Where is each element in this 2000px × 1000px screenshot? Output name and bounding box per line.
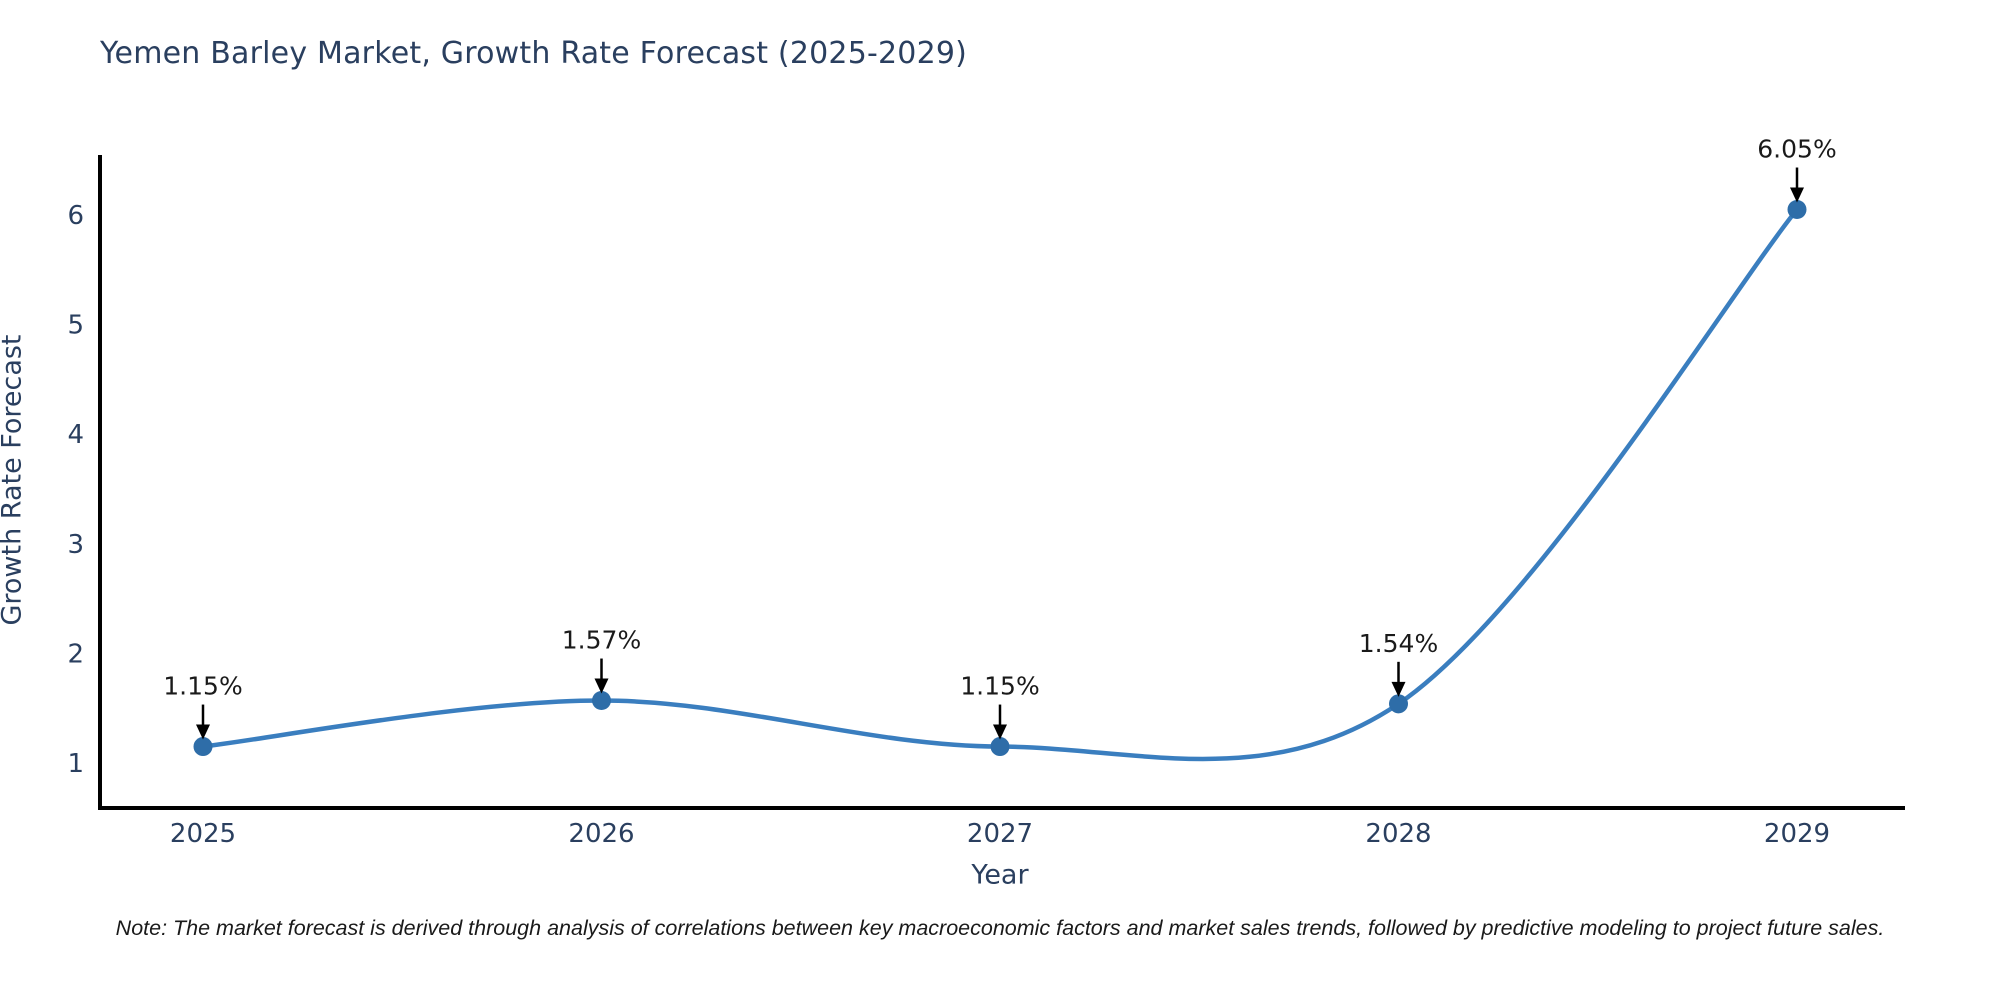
x-tick-label: 2027 — [967, 819, 1033, 849]
series-line — [200, 207, 1800, 762]
point-annotation-label: 1.15% — [960, 672, 1039, 701]
y-axis-title: Growth Rate Forecast — [0, 334, 28, 626]
annotation-arrowhead — [196, 724, 210, 740]
y-tick-label: 4 — [67, 420, 84, 450]
x-tick-label: 2029 — [1764, 819, 1830, 849]
point-annotation-label: 1.54% — [1359, 629, 1438, 658]
data-point — [1787, 200, 1807, 220]
x-tick-label: 2025 — [170, 819, 236, 849]
annotation-arrowhead — [1790, 187, 1804, 203]
footnote: Note: The market forecast is derived thr… — [115, 916, 1885, 940]
y-tick-label: 6 — [67, 201, 84, 231]
annotation-arrowhead — [594, 678, 609, 694]
annotation-arrowhead — [1391, 681, 1406, 697]
point-annotation-label: 1.15% — [163, 672, 242, 701]
data-point — [193, 737, 213, 757]
x-tick-label: 2028 — [1365, 819, 1431, 849]
data-point — [1389, 694, 1408, 714]
y-tick-label: 1 — [67, 749, 84, 779]
point-annotation-label: 1.57% — [562, 626, 641, 655]
y-tick-label: 5 — [67, 311, 84, 341]
point-annotation-label: 6.05% — [1757, 135, 1836, 164]
data-point — [990, 737, 1010, 757]
x-tick-label: 2026 — [568, 819, 634, 849]
x-axis-title: Year — [971, 859, 1029, 891]
annotation-arrowhead — [993, 724, 1007, 740]
y-tick-label: 2 — [67, 639, 84, 669]
y-tick-label: 3 — [67, 530, 84, 560]
chart-title: Yemen Barley Market, Growth Rate Forecas… — [100, 36, 968, 71]
data-point — [592, 691, 611, 711]
